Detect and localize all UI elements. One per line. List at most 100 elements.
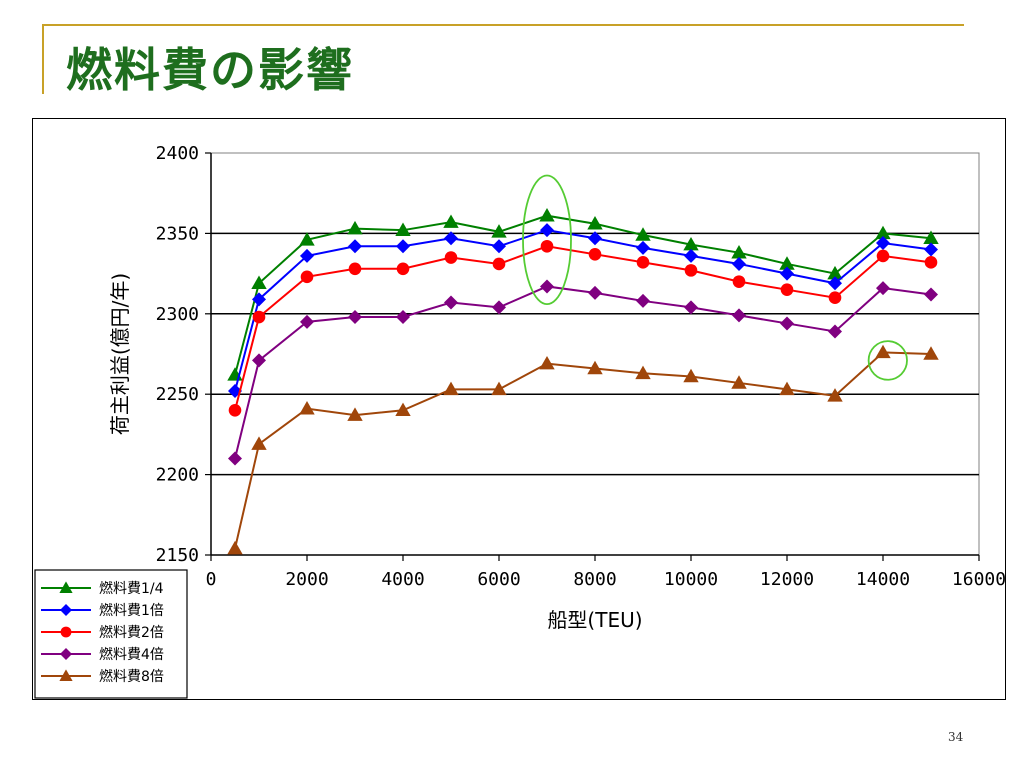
- series-line-5: [234, 351, 932, 549]
- data-point-s3-3: [300, 270, 314, 284]
- data-point-s4-4: [348, 310, 362, 325]
- data-point-s3-5: [396, 262, 410, 276]
- data-point-s1-10: [635, 227, 651, 241]
- x-tick-label: 6000: [477, 569, 520, 590]
- data-point-s2-3: [300, 248, 314, 263]
- x-tick-label: 16000: [952, 569, 1005, 590]
- chart-frame: 2150 2200 2250 2300 2350 2400 0 2000 4000 6000 800…: [32, 118, 1006, 700]
- data-point-s1-13: [779, 256, 795, 270]
- data-point-s3-15: [876, 249, 890, 263]
- data-point-s2-2: [252, 292, 266, 307]
- data-point-s1-4: [347, 220, 363, 235]
- data-point-s3-14: [828, 291, 842, 305]
- data-point-s1-2: [251, 275, 267, 290]
- highlight-ellipse-1: [522, 174, 572, 306]
- legend-label-1: 燃料費1/4: [99, 580, 164, 597]
- data-point-s2-15: [876, 236, 890, 251]
- data-point-s3-10: [636, 256, 650, 269]
- legend-label-2: 燃料費1倍: [99, 602, 164, 619]
- data-point-s4-7: [492, 300, 506, 315]
- data-point-s5-11: [683, 368, 699, 383]
- highlight-ellipse-2: [867, 340, 908, 381]
- data-point-s4-2: [252, 353, 266, 368]
- data-point-s4-5: [396, 310, 410, 325]
- data-point-s4-10: [636, 293, 650, 308]
- data-point-s2-16: [924, 242, 938, 257]
- data-point-s3-6: [444, 251, 458, 264]
- series-line-3: [234, 245, 932, 411]
- x-axis-label: 船型(TEU): [547, 608, 642, 632]
- y-tick-label: 2350: [156, 223, 199, 244]
- legend-marker-1: [59, 581, 73, 593]
- data-point-s2-9: [588, 231, 602, 246]
- data-point-s2-10: [636, 240, 650, 255]
- data-point-s1-15: [875, 225, 891, 240]
- data-point-s5-3: [299, 400, 315, 415]
- data-point-s2-4: [348, 239, 362, 254]
- data-point-s3-9: [588, 248, 602, 261]
- data-point-s3-13: [780, 283, 794, 296]
- data-point-s4-16: [924, 287, 938, 302]
- title-accent-line-horizontal: [42, 24, 964, 26]
- data-point-s4-14: [828, 324, 842, 339]
- y-tick-label: 2300: [156, 304, 199, 325]
- x-tick-label: 8000: [573, 569, 616, 590]
- data-point-s1-7: [491, 224, 507, 238]
- data-point-s1-11: [683, 236, 699, 251]
- series-line-4: [234, 285, 932, 459]
- data-point-s5-15: [875, 344, 891, 359]
- y-tick-label: 2200: [156, 465, 199, 486]
- y-axis-label: 荷主利益(億円/年): [108, 273, 132, 435]
- data-point-s1-9: [587, 216, 603, 230]
- data-point-s5-7: [491, 381, 507, 396]
- data-point-s5-1: [227, 540, 243, 555]
- data-point-s4-15: [876, 281, 890, 296]
- data-point-s5-16: [923, 346, 939, 360]
- data-point-s5-10: [635, 365, 651, 380]
- line-chart: 2150 2200 2250 2300 2350 2400 0 2000 4000 6000 800…: [34, 143, 1005, 699]
- data-point-s5-5: [395, 402, 411, 417]
- data-point-s1-5: [395, 222, 411, 236]
- data-point-s3-12: [732, 275, 746, 288]
- data-point-s3-4: [348, 262, 362, 276]
- data-point-s1-12: [731, 244, 747, 259]
- data-point-s1-8: [539, 208, 555, 222]
- x-tick-label: 12000: [760, 569, 814, 590]
- x-tick-label: 2000: [285, 569, 328, 590]
- legend-label-4: 燃料費4倍: [99, 646, 164, 663]
- data-point-s5-2: [251, 436, 267, 450]
- legend-marker-4: [60, 648, 72, 660]
- data-point-s2-8: [540, 223, 554, 238]
- data-point-s5-14: [827, 388, 843, 402]
- data-point-s2-7: [492, 239, 506, 254]
- data-point-s1-16: [923, 230, 939, 244]
- y-tick-label: 2250: [156, 384, 199, 405]
- data-point-s1-6: [443, 214, 459, 228]
- data-point-s3-7: [492, 257, 506, 271]
- data-point-s4-13: [780, 316, 794, 331]
- title-accent-line-vertical: [42, 24, 44, 94]
- x-tick-label: 0: [206, 569, 217, 590]
- series-line-1: [234, 214, 932, 376]
- data-point-s4-8: [540, 279, 554, 294]
- data-point-s2-5: [396, 239, 410, 254]
- data-point-s4-1: [228, 451, 242, 466]
- data-point-s2-14: [828, 276, 842, 291]
- data-point-s5-6: [443, 381, 459, 396]
- data-point-s5-4: [347, 407, 363, 421]
- data-point-s5-9: [587, 360, 603, 375]
- data-point-s2-6: [444, 231, 458, 246]
- data-point-s3-11: [684, 264, 698, 277]
- data-point-s4-12: [732, 308, 746, 323]
- data-point-s5-13: [779, 381, 795, 396]
- data-point-s1-14: [827, 265, 843, 280]
- x-tick-label: 10000: [664, 569, 718, 590]
- data-point-s4-3: [300, 314, 314, 329]
- legend-marker-5: [59, 669, 73, 681]
- data-point-s1-3: [299, 232, 315, 246]
- page-number: 34: [948, 730, 964, 744]
- data-point-s5-12: [731, 375, 747, 389]
- plot-area-border: [210, 152, 980, 556]
- legend-marker-2: [60, 604, 72, 616]
- x-tick-label: 4000: [381, 569, 424, 590]
